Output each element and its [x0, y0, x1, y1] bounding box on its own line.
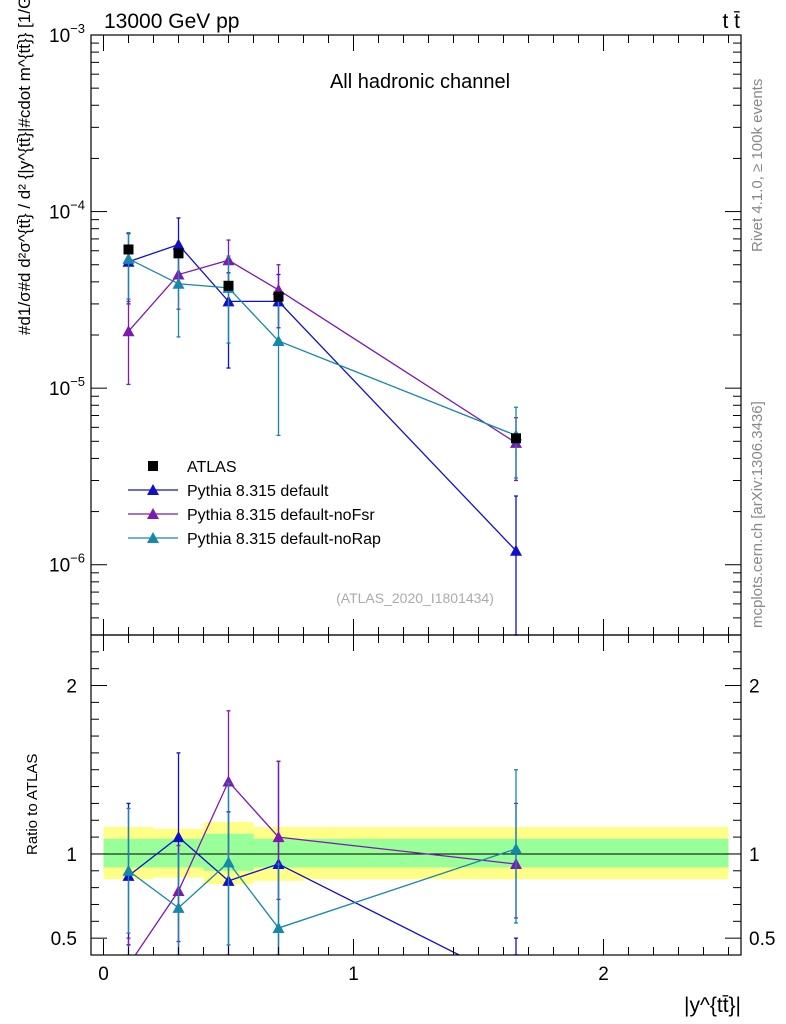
data-point [173, 248, 184, 259]
ratio-point [122, 864, 135, 876]
main-panel: 10−3 10−4 10−5 10−6 All hadronic channel (A… [15, 0, 742, 636]
legend-marker [147, 532, 159, 543]
data-point [223, 280, 234, 291]
y-tick-label: 10−3 [49, 21, 85, 47]
series-line [128, 243, 517, 552]
ratio-panel: 0 1 2 0.5 0.5 1 1 2 2 Ratio to ATLAS |y^{tt̄}| [24, 634, 775, 1017]
ratio-ticks: 0 1 2 0.5 0.5 1 1 2 2 [51, 634, 775, 985]
data-point [272, 334, 285, 346]
ratio-point [172, 831, 185, 843]
y-tick-label: 10−6 [49, 551, 85, 577]
x-tick-label: 1 [348, 964, 359, 985]
legend-marker [147, 508, 159, 519]
data-point [273, 291, 284, 302]
series-atlas [123, 244, 521, 444]
data-point [510, 544, 522, 556]
ratio-frame [90, 634, 742, 956]
legend-label: Pythia 8.315 default [187, 483, 329, 500]
data-point [511, 433, 521, 444]
process-label: t t̄ [722, 10, 740, 33]
ratio-series [122, 710, 522, 955]
data-point [122, 252, 135, 264]
y-tick-label: 2 [66, 677, 77, 698]
y-tick-label: 2 [749, 677, 760, 698]
y-tick-label: 0.5 [749, 929, 775, 950]
ratio-point [172, 901, 185, 913]
main-y-axis-label: #d1/σ#d d²σ^{tt̄} / d² {|y^{tt̄}|#cdot m… [15, 0, 34, 335]
main-series [122, 217, 522, 636]
analysis-id: (ATLAS_2020_I1801434) [336, 590, 494, 606]
legend-label: Pythia 8.315 default-noRap [187, 531, 381, 548]
y-tick-label: 10−4 [49, 198, 85, 224]
y-tick-label: 10−5 [49, 374, 85, 400]
main-y-ticks [91, 34, 741, 636]
data-point [123, 244, 134, 255]
chart-title: All hadronic channel [330, 71, 510, 93]
rivet-label: Rivet 4.1.0, ≥ 100k events [749, 79, 766, 252]
main-x-ticks [103, 35, 729, 635]
legend-label: ATLAS [187, 459, 237, 476]
legend-label: Pythia 8.315 default-noFsr [187, 507, 375, 524]
y-tick-label: 0.5 [51, 929, 77, 950]
x-tick-label: 2 [598, 964, 609, 985]
x-axis-label: |y^{tt̄}| [684, 994, 741, 1017]
ratio-point [510, 842, 522, 854]
ratio-point [272, 922, 285, 934]
x-tick-label: 0 [98, 964, 109, 985]
mcplots-label: mcplots.cern.ch [arXiv:1306.3436] [749, 401, 766, 628]
data-point [172, 238, 185, 250]
main-y-tick-labels: 10−3 10−4 10−5 10−6 [49, 21, 85, 577]
legend: ATLAS Pythia 8.315 default Pythia 8.315 de… [128, 459, 381, 548]
data-point [172, 277, 185, 289]
ratio-point [222, 775, 235, 787]
y-tick-label: 1 [66, 845, 77, 866]
ratio-point [222, 856, 235, 868]
series-line [128, 259, 517, 444]
series-pythia-8-315-default-nofsr [122, 239, 522, 482]
y-tick-label: 1 [749, 845, 760, 866]
ratio-point [272, 831, 285, 843]
series-pythia-8-315-default [122, 217, 522, 636]
ratio-series-pythia-8-315-default-norap [122, 769, 522, 955]
series-pythia-8-315-default-norap [122, 231, 522, 479]
ratio-y-axis-label: Ratio to ATLAS [24, 754, 41, 855]
legend-marker [147, 484, 159, 495]
legend-marker [148, 461, 158, 471]
data-point [122, 325, 135, 337]
energy-label: 13000 GeV pp [104, 10, 239, 33]
